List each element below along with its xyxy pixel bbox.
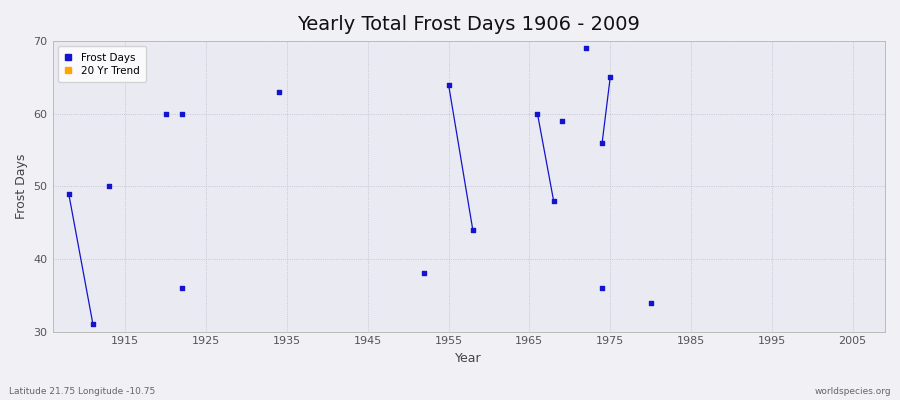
Point	[417, 270, 431, 277]
Y-axis label: Frost Days: Frost Days	[15, 154, 28, 219]
Text: worldspecies.org: worldspecies.org	[814, 387, 891, 396]
Point	[158, 110, 173, 117]
Point	[595, 140, 609, 146]
Point	[272, 89, 286, 95]
Point	[61, 190, 76, 197]
Point	[175, 110, 189, 117]
Point	[603, 74, 617, 81]
Title: Yearly Total Frost Days 1906 - 2009: Yearly Total Frost Days 1906 - 2009	[297, 15, 640, 34]
Point	[175, 285, 189, 291]
Point	[595, 285, 609, 291]
Point	[554, 118, 569, 124]
Text: Latitude 21.75 Longitude -10.75: Latitude 21.75 Longitude -10.75	[9, 387, 155, 396]
Point	[546, 198, 561, 204]
Point	[86, 321, 100, 328]
Legend: Frost Days, 20 Yr Trend: Frost Days, 20 Yr Trend	[58, 46, 146, 82]
Point	[441, 82, 455, 88]
Point	[465, 227, 480, 233]
Point	[530, 110, 544, 117]
Point	[102, 183, 116, 190]
Point	[579, 45, 593, 52]
X-axis label: Year: Year	[455, 352, 482, 365]
Point	[644, 299, 658, 306]
